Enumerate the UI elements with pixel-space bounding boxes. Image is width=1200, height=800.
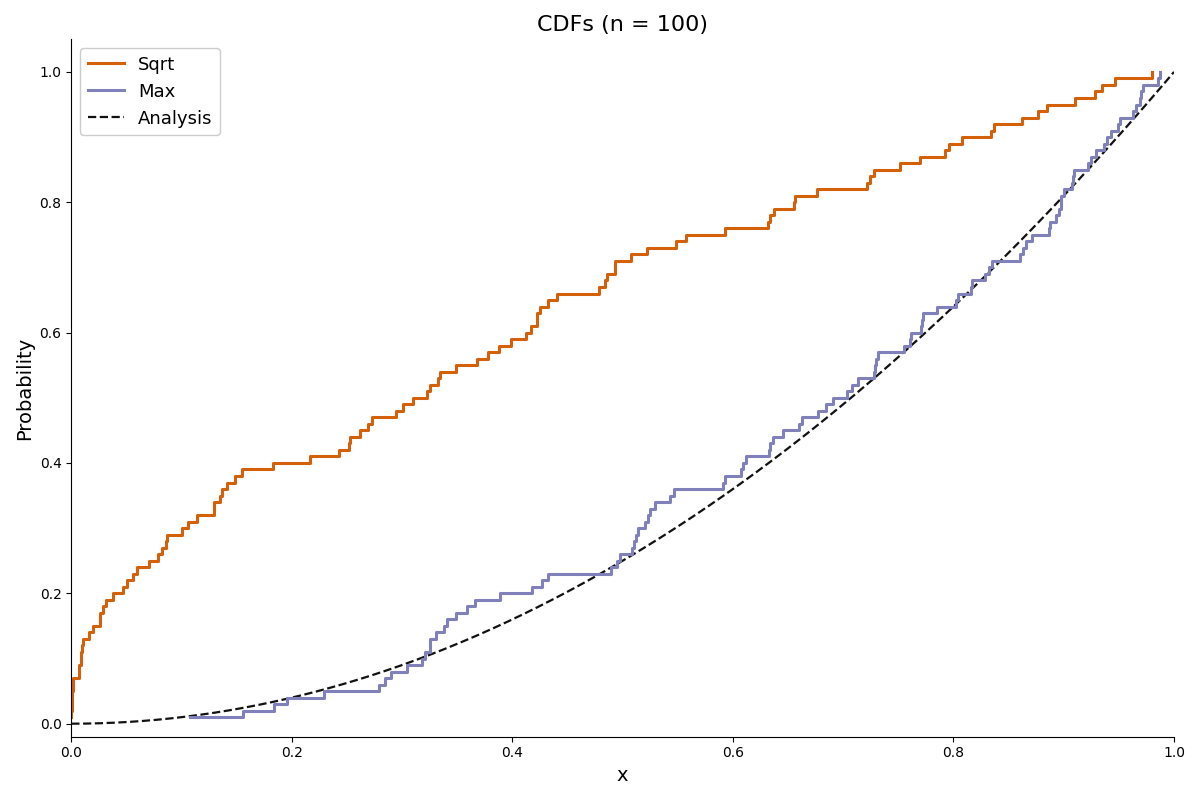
Analysis bbox=[944, 304, 959, 314]
Sqrt bbox=[130, 562, 144, 572]
Title: CDFs (n = 100): CDFs (n = 100) bbox=[538, 15, 708, 35]
Sqrt bbox=[988, 119, 1002, 129]
Max bbox=[904, 328, 918, 338]
Sqrt bbox=[518, 328, 533, 338]
Max bbox=[1152, 67, 1166, 77]
Line: Sqrt: Sqrt bbox=[71, 72, 1152, 717]
Analysis bbox=[821, 411, 835, 421]
Max bbox=[1110, 119, 1124, 129]
Max bbox=[184, 712, 198, 722]
Sqrt bbox=[422, 380, 437, 390]
Legend: Sqrt, Max, Analysis: Sqrt, Max, Analysis bbox=[80, 48, 220, 135]
Y-axis label: Probability: Probability bbox=[16, 337, 34, 440]
Max bbox=[493, 589, 508, 598]
Line: Max: Max bbox=[191, 72, 1159, 717]
Max bbox=[845, 380, 859, 390]
Analysis bbox=[550, 593, 564, 602]
Analysis bbox=[176, 712, 191, 722]
Sqrt bbox=[1145, 67, 1159, 77]
Analysis bbox=[510, 612, 524, 622]
Sqrt bbox=[106, 589, 120, 598]
X-axis label: x: x bbox=[617, 766, 629, 785]
Sqrt bbox=[64, 712, 78, 722]
Line: Analysis: Analysis bbox=[71, 72, 1174, 724]
Max bbox=[1129, 100, 1144, 110]
Analysis bbox=[64, 719, 78, 729]
Sqrt bbox=[1039, 100, 1054, 110]
Max bbox=[604, 562, 618, 572]
Analysis bbox=[924, 322, 938, 332]
Analysis bbox=[1166, 67, 1181, 77]
